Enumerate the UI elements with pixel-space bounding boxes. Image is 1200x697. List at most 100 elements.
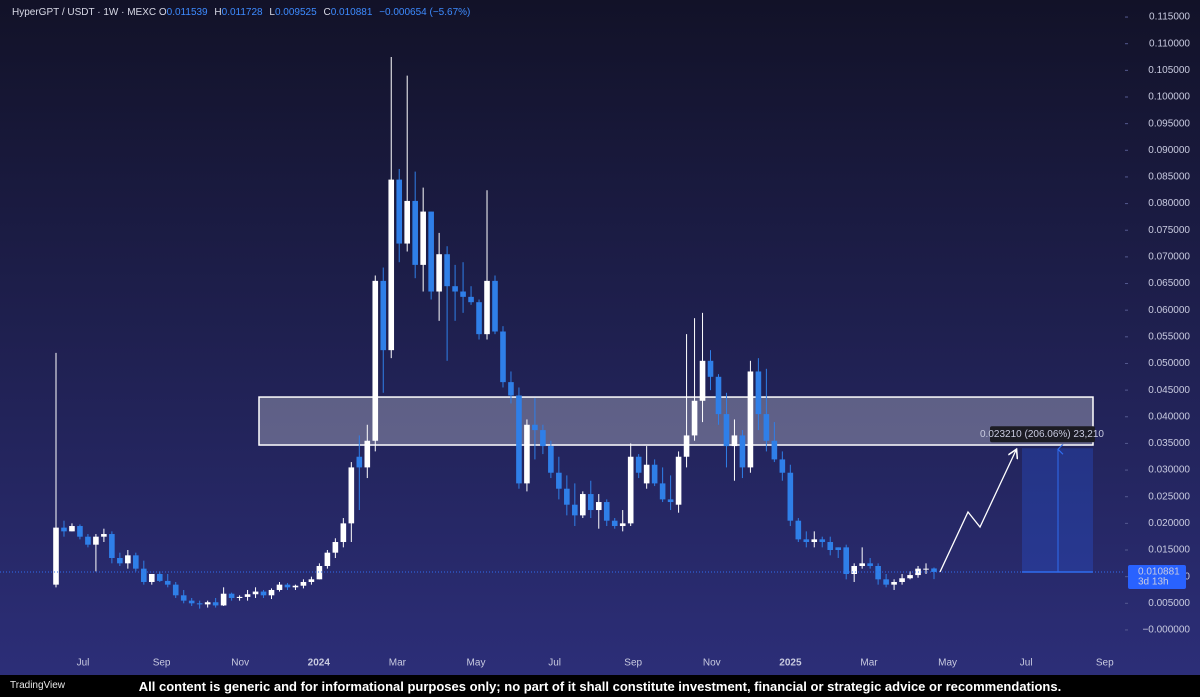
- x-tick-label: Nov: [703, 658, 721, 669]
- candle-body: [827, 542, 834, 551]
- candle-body: [508, 382, 514, 396]
- candle-body: [891, 581, 897, 585]
- support-zone: [258, 396, 1094, 446]
- candle-body: [763, 414, 770, 441]
- ohlc-label: C: [323, 7, 331, 18]
- candle-body: [875, 565, 881, 580]
- x-tick-label: Nov: [231, 658, 249, 669]
- candle-body: [428, 211, 434, 292]
- brand: TradingView: [10, 680, 66, 691]
- candle-body: [859, 563, 865, 566]
- candle-body: [252, 591, 259, 595]
- candle-body: [460, 291, 466, 297]
- candle-body: [484, 280, 490, 335]
- candle-body: [595, 502, 602, 511]
- candle-body: [452, 286, 458, 292]
- x-tick-label: 2025: [779, 658, 802, 669]
- candle-body: [739, 435, 746, 468]
- candle-body: [516, 395, 522, 484]
- candle-body: [93, 536, 99, 545]
- candle-body: [564, 488, 570, 505]
- countdown: 3d 13h: [1138, 577, 1169, 588]
- y-tick-label: 0.055000: [1148, 331, 1190, 342]
- candle-body: [907, 575, 913, 579]
- candle-body: [548, 446, 554, 473]
- candle-body: [580, 494, 586, 516]
- x-tick-label: Mar: [389, 658, 407, 669]
- footer: TradingView All content is generic and f…: [0, 675, 1200, 697]
- candle-body: [404, 200, 410, 244]
- y-tick-label: 0.065000: [1148, 278, 1190, 289]
- candle-body: [747, 371, 754, 468]
- candle-body: [156, 573, 163, 581]
- candle-body: [348, 467, 355, 524]
- candle-body: [691, 400, 698, 436]
- candle-body: [420, 211, 426, 265]
- candle-body: [356, 456, 363, 468]
- candle-body: [835, 547, 842, 551]
- candle-body: [380, 280, 387, 351]
- candle-body: [61, 527, 67, 532]
- candle-body: [133, 555, 139, 569]
- symbol: HyperGPT / USDT · 1W · MEXC: [12, 7, 157, 18]
- ohlc-value: 0.009525: [274, 7, 317, 18]
- candle-body: [236, 596, 243, 598]
- candle-body: [300, 581, 307, 586]
- candle-body: [196, 603, 203, 605]
- chart: 0.115000 0.110000 0.105000 0.100000 0.095000…: [0, 0, 1200, 675]
- candle-body: [683, 435, 690, 457]
- y-tick-label: 0.080000: [1148, 198, 1190, 209]
- legend: HyperGPT / USDT · 1W · MEXC O0.011539 H0…: [12, 7, 474, 18]
- candle-body: [923, 568, 929, 570]
- y-tick-label: 0.110000: [1149, 38, 1190, 49]
- candle-body: [883, 579, 889, 585]
- target-label: 0.023210 (206.06%) 23,210: [980, 429, 1104, 440]
- candle-body: [101, 534, 107, 537]
- candle-body: [795, 520, 802, 540]
- candle-body: [532, 424, 538, 431]
- x-tick-label: Mar: [860, 658, 878, 669]
- candle-body: [244, 594, 251, 597]
- y-tick-label: 0.060000: [1148, 305, 1190, 316]
- candle-body: [125, 555, 131, 564]
- candle-body: [372, 280, 379, 441]
- candle-body: [141, 568, 147, 582]
- candle-body: [444, 254, 450, 287]
- candle-body: [731, 435, 738, 447]
- y-tick-label: 0.015000: [1148, 545, 1190, 556]
- candle-body: [180, 595, 187, 601]
- candle-body: [476, 302, 482, 335]
- candle-body: [228, 593, 235, 598]
- x-tick-label: May: [467, 658, 486, 669]
- candle-body: [755, 371, 762, 415]
- candle-body: [524, 424, 530, 484]
- candle-body: [332, 542, 339, 553]
- candle-body: [436, 254, 442, 292]
- candle-body: [572, 504, 578, 516]
- candle-body: [659, 483, 666, 500]
- candle-body: [492, 280, 498, 332]
- target-label-box: [990, 426, 1095, 443]
- candle-body: [803, 539, 810, 543]
- candle-body: [364, 440, 371, 468]
- candle-body: [651, 464, 658, 484]
- y-tick-label: 0.045000: [1148, 385, 1190, 396]
- candle-body: [707, 360, 714, 377]
- candle-body: [188, 600, 195, 604]
- candle-body: [117, 558, 123, 564]
- candle-body: [388, 179, 395, 351]
- candle-body: [811, 539, 818, 543]
- y-tick-label: 0.025000: [1148, 491, 1190, 502]
- candle-body: [931, 568, 937, 572]
- candle-body: [587, 494, 594, 511]
- y-tick-label: 0.085000: [1148, 172, 1190, 183]
- candle-body: [340, 523, 347, 543]
- projection-arrow: [939, 450, 1016, 573]
- candle-body: [899, 578, 905, 582]
- y-tick-label: 0.100000: [1148, 92, 1190, 103]
- candle-body: [619, 523, 626, 527]
- x-tick-label: May: [938, 658, 957, 669]
- candle-body: [556, 472, 562, 489]
- candle-body: [851, 565, 857, 574]
